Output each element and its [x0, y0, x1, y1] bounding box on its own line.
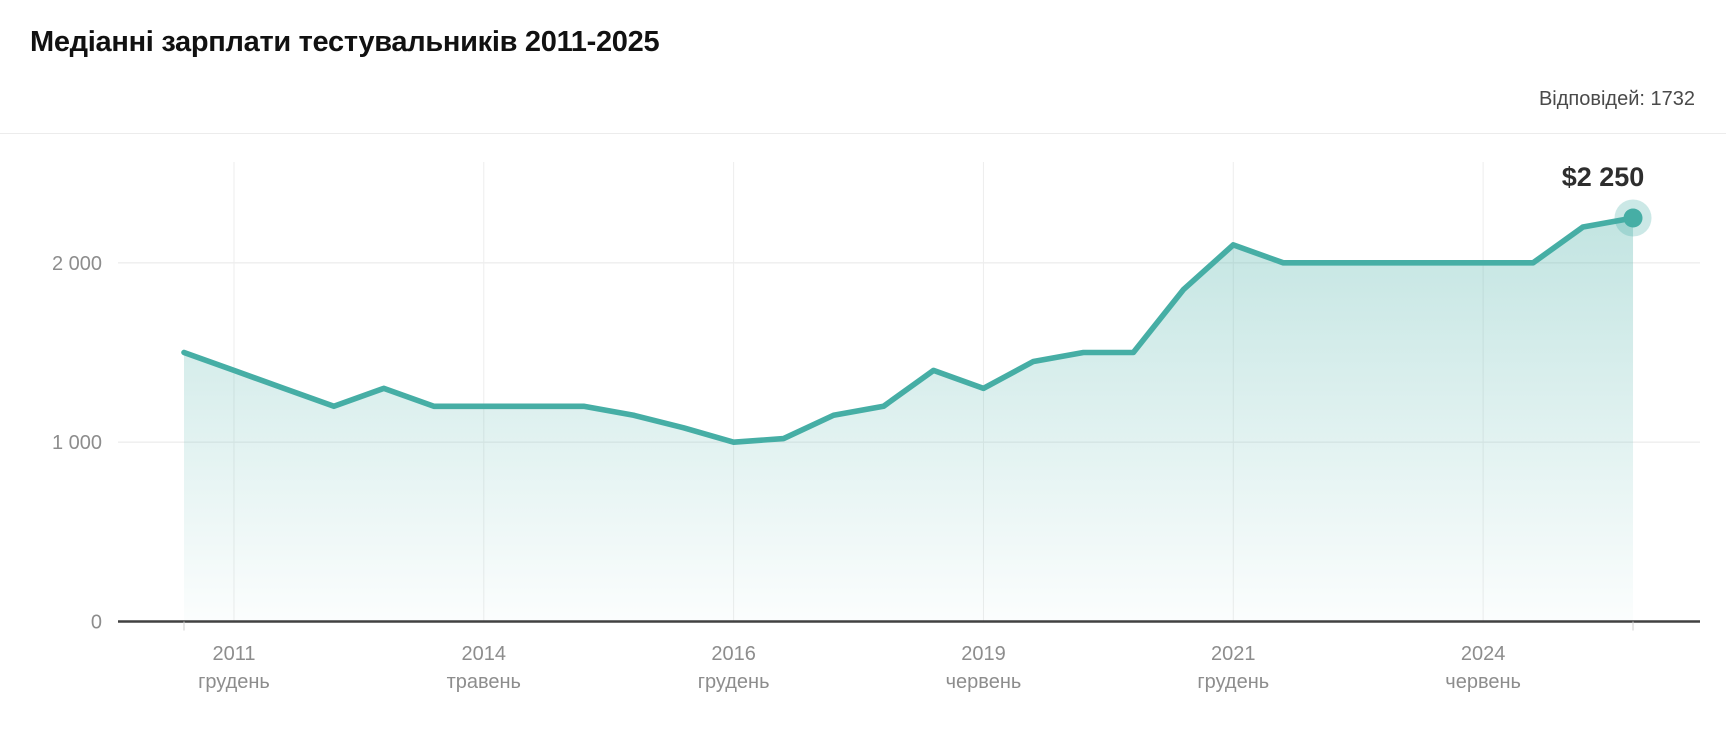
area-fill [184, 217, 1634, 622]
x-axis-year-label: 2014 [462, 643, 507, 665]
chart-canvas[interactable]: 0 1 000 2 000 2011 грудень 2014 травень 2016 гру… [0, 134, 1726, 726]
x-axis-month-label: грудень [698, 671, 770, 693]
y-axis-label: 0 [91, 612, 102, 634]
salary-line [181, 215, 1636, 445]
header-divider [0, 133, 1726, 134]
end-point-label: $2 250 [1562, 162, 1645, 192]
x-axis-year-label: 2024 [1461, 643, 1506, 665]
x-axis-year-label: 2019 [961, 643, 1006, 665]
y-axis-label: 2 000 [52, 253, 102, 275]
x-axis-year-label: 2011 [212, 643, 255, 665]
chart-title: Медіанні зарплати тестувальників 2011-20… [30, 26, 660, 58]
x-axis-year-label: 2021 [1211, 643, 1256, 665]
end-point-marker[interactable] [1623, 208, 1643, 228]
x-axis-month-label: грудень [198, 671, 270, 693]
x-axis-month-label: червень [1445, 671, 1521, 693]
chart-area: 0 1 000 2 000 2011 грудень 2014 травень 2016 гру… [0, 134, 1726, 726]
responses-count: Відповідей: 1732 [1538, 88, 1695, 110]
x-axis-year-label: 2016 [711, 643, 756, 665]
x-axis-month-label: грудень [1197, 671, 1269, 693]
x-axis-month-label: червень [946, 671, 1022, 693]
x-axis-month-label: травень [447, 671, 521, 693]
y-axis-label: 1 000 [52, 432, 102, 454]
